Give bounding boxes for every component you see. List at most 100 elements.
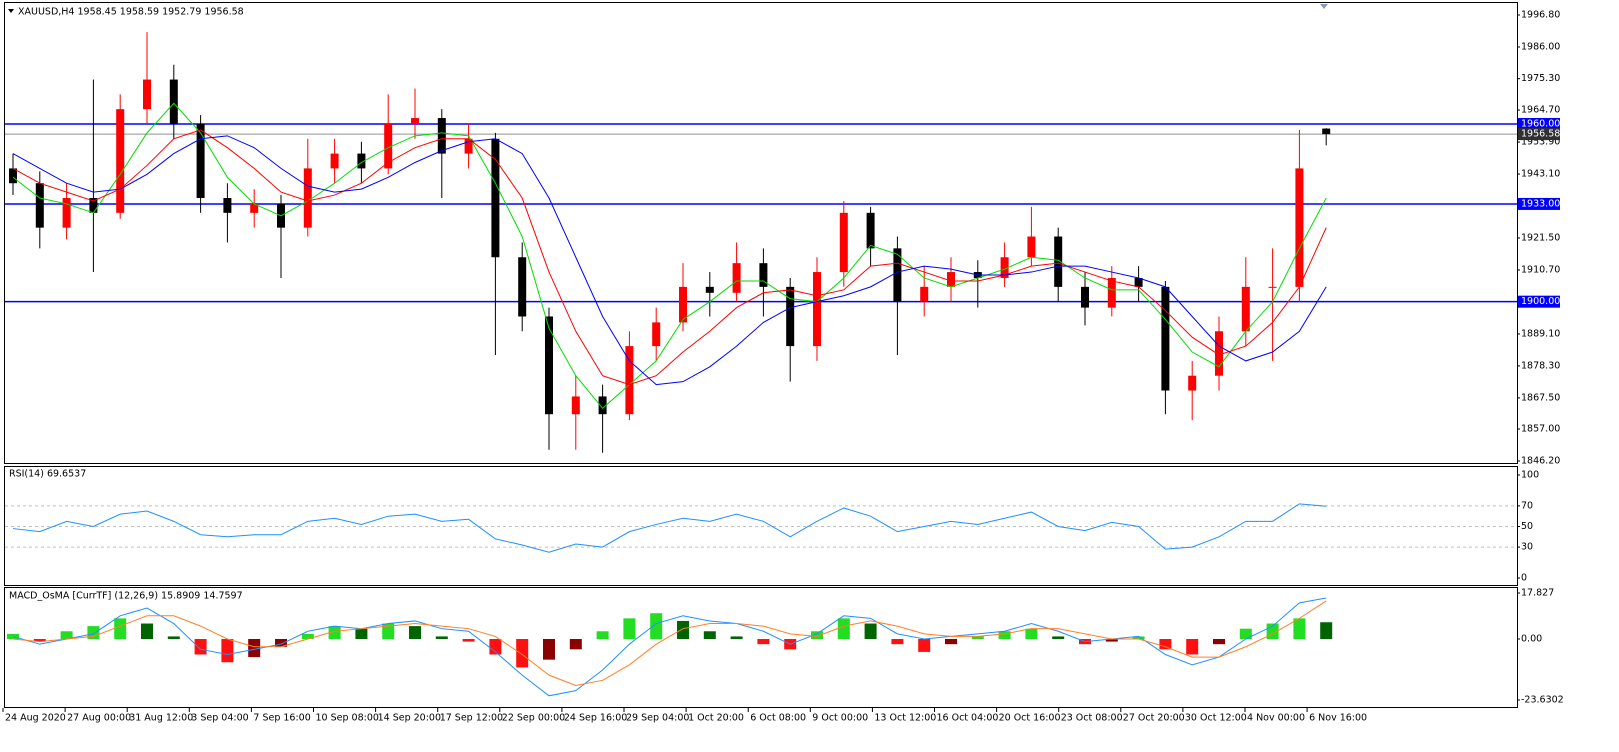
x-tick-label: 7 Sep 16:00 <box>253 713 310 724</box>
x-tick-label: 13 Oct 12:00 <box>874 713 936 724</box>
histogram-bar <box>516 639 529 668</box>
histogram-bar <box>596 631 609 640</box>
level-label: 1900.00 <box>1521 296 1560 307</box>
y-tick-label: 1964.70 <box>1521 105 1560 116</box>
y-tick-label: 50 <box>1521 521 1533 532</box>
histogram-bar <box>864 623 877 640</box>
histogram-bar <box>1159 639 1172 650</box>
histogram-bar <box>1186 639 1199 655</box>
candle-body <box>411 118 419 124</box>
y-tick-label: -23.6302 <box>1521 695 1564 706</box>
histogram-bar <box>114 618 127 640</box>
candle-body <box>545 316 553 415</box>
candle-body <box>705 286 714 293</box>
y-tick-label: 1953.90 <box>1521 137 1560 148</box>
candle-body <box>813 272 821 347</box>
candle-body <box>1107 277 1116 308</box>
candle-body <box>196 123 205 199</box>
price-label-box <box>1518 128 1560 141</box>
histogram-bar <box>945 639 957 645</box>
candle-body <box>839 212 848 273</box>
x-tick-label: 29 Sep 04:00 <box>626 713 689 724</box>
candle-body <box>223 198 232 213</box>
histogram-bar <box>543 639 555 660</box>
histogram-bar <box>757 639 770 645</box>
histogram-bar <box>1239 628 1252 640</box>
histogram-bar <box>998 631 1011 640</box>
candle-body <box>652 322 661 347</box>
x-tick-label: 6 Nov 16:00 <box>1309 713 1367 724</box>
candle-body <box>1161 286 1170 391</box>
pane-title: RSI(14) 69.6537 <box>9 469 86 480</box>
candle-body <box>893 248 902 302</box>
candle-body <box>1295 168 1304 287</box>
x-tick-label: 3 Sep 04:00 <box>191 713 248 724</box>
histogram-bar <box>248 639 261 658</box>
candle-body <box>35 183 44 228</box>
candle-body <box>9 168 17 184</box>
histogram-bar <box>1293 618 1306 640</box>
histogram-bar <box>355 628 368 640</box>
histogram-bar <box>1025 628 1038 640</box>
indicator-line <box>12 135 1327 386</box>
candle-body <box>116 109 125 213</box>
y-tick-label: 0 <box>1521 573 1527 584</box>
menu-arrow[interactable] <box>8 9 14 13</box>
pane-title: XAUUSD,H4 1958.45 1958.59 1952.79 1956.5… <box>18 7 244 18</box>
candle-body <box>679 286 687 323</box>
y-tick-label: 1857.00 <box>1521 424 1560 435</box>
candle-body <box>571 396 580 415</box>
y-tick-label: 1975.30 <box>1521 73 1560 84</box>
candle-body <box>143 79 151 110</box>
histogram-bar <box>489 639 502 655</box>
histogram-bar <box>811 631 823 640</box>
histogram-bar <box>141 623 153 640</box>
main-pane <box>4 2 1518 464</box>
candle-body <box>947 272 955 287</box>
histogram-bar <box>650 613 663 640</box>
candle-body <box>1000 257 1009 278</box>
level-label-box <box>1518 295 1560 308</box>
candle-body <box>464 138 473 154</box>
histogram-bar <box>221 639 234 663</box>
x-tick-label: 1 Oct 20:00 <box>688 713 744 724</box>
candle-body <box>62 198 71 228</box>
candle-body <box>169 79 178 124</box>
candle-body <box>437 118 446 154</box>
x-tick-label: 24 Aug 2020 <box>5 713 66 724</box>
candle-body <box>384 123 393 169</box>
indicator-line <box>12 102 1327 410</box>
candle-body <box>1241 286 1250 332</box>
histogram-bar <box>1132 636 1145 640</box>
y-tick-label: 17.827 <box>1521 588 1554 599</box>
histogram-bar <box>435 636 448 640</box>
y-tick-label: 70 <box>1521 500 1533 511</box>
histogram-bar <box>462 639 475 642</box>
histogram-bar <box>382 623 395 640</box>
candle-body <box>330 153 339 169</box>
histogram-bar <box>569 639 582 650</box>
histogram-bar <box>891 639 904 645</box>
histogram-bar <box>1320 622 1333 640</box>
histogram-bar <box>1213 639 1225 645</box>
x-tick-label: 27 Oct 20:00 <box>1123 713 1185 724</box>
candle-body <box>866 212 875 249</box>
candle-body <box>1081 286 1089 308</box>
histogram-bar <box>1105 639 1118 642</box>
x-tick-label: 31 Aug 12:00 <box>129 713 193 724</box>
x-tick-label: 22 Sep 00:00 <box>502 713 565 724</box>
candle-body <box>786 286 795 347</box>
histogram-bar <box>194 639 207 655</box>
x-tick-label: 27 Aug 00:00 <box>67 713 131 724</box>
y-tick-label: 100 <box>1521 470 1539 481</box>
histogram-bar <box>275 639 287 647</box>
candle-body <box>920 286 929 302</box>
y-tick-label: 1986.00 <box>1521 41 1560 52</box>
level-label-box <box>1518 117 1560 130</box>
y-tick-label: 1889.10 <box>1521 328 1560 339</box>
pane-title: MACD_OsMA [CurrTF] (12,26,9) 15.8909 14.… <box>9 591 243 602</box>
x-tick-label: 23 Oct 08:00 <box>1061 713 1123 724</box>
